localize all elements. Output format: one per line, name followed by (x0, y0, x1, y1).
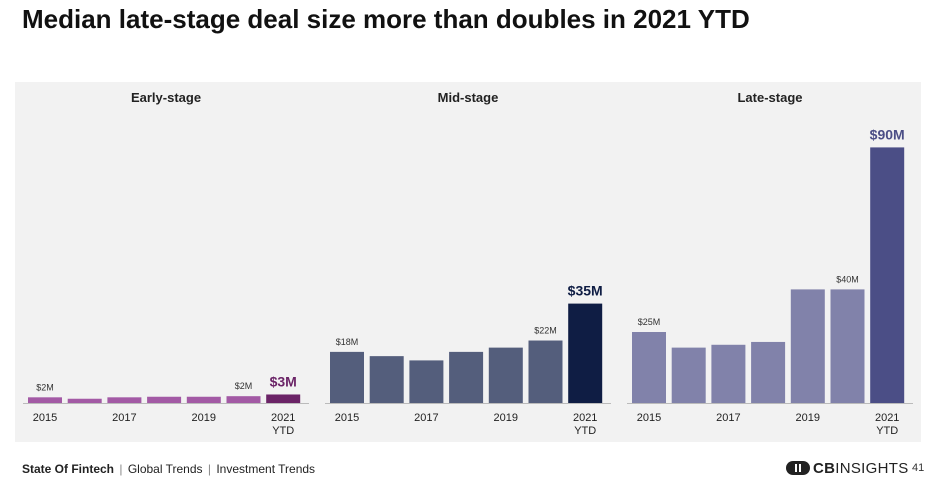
bar-early-stage-2020 (226, 396, 261, 403)
bar-mid-stage-2020 (528, 340, 563, 403)
value-label-late-stage-2015: $25M (638, 317, 661, 327)
value-label-mid-stage-2015: $18M (336, 337, 359, 347)
footer-brand: State Of Fintech (22, 462, 115, 476)
value-label-late-stage-2020: $40M (836, 274, 859, 284)
chart-late-stage: Late-stage $25M 2015 2017 2019 $40M $90M 2021YT… (619, 82, 921, 442)
footer-crumb-investment-trends: Investment Trends (216, 462, 316, 476)
bar-late-stage-2015 (632, 332, 666, 403)
bar-early-stage-2019 (186, 396, 221, 403)
bar-late-stage-2019 (790, 289, 825, 403)
bar-late-stage-2017 (711, 344, 746, 403)
footer-separator: | (204, 462, 215, 476)
tick-label-mid-stage-2015: 2015 (335, 412, 359, 424)
tick-label-mid-stage-2017: 2017 (414, 412, 438, 424)
tick-label-late-stage-2019: 2019 (796, 412, 820, 424)
tick-label-early-stage-2021-ytd-line2: YTD (272, 425, 294, 437)
tick-label-late-stage-2017: 2017 (716, 412, 740, 424)
bar-early-stage-2015 (28, 397, 62, 403)
tick-label-early-stage-2021-ytd: 2021 (271, 412, 295, 424)
chart-panel-late-stage: Late-stage $25M 2015 2017 2019 $40M $90M 2021 YT… (619, 82, 921, 442)
tick-label-mid-stage-2021-ytd: 2021 (573, 412, 597, 424)
tick-label-early-stage-2015: 2015 (33, 412, 57, 424)
tick-label-late-stage-2015: 2015 (637, 412, 661, 424)
bar-mid-stage-2015 (330, 351, 364, 403)
bar-early-stage-2016 (67, 398, 102, 403)
logo-text: CBINSIGHTS (813, 460, 909, 477)
page-title: Median late-stage deal size more than do… (22, 4, 750, 34)
bar-early-stage-2018 (147, 396, 182, 403)
tick-label-early-stage-2017: 2017 (112, 412, 136, 424)
footer-separator: | (116, 462, 126, 476)
bar-mid-stage-2017 (409, 360, 444, 403)
bar-mid-stage-2018 (449, 351, 484, 403)
bar-late-stage-2021-ytd (870, 147, 905, 403)
footer-crumb-global-trends: Global Trends (127, 462, 203, 476)
bar-late-stage-2016 (671, 347, 706, 403)
panel-background (15, 82, 317, 442)
tick-label-mid-stage-2021-ytd-line2: YTD (574, 425, 596, 437)
chart-panel-early-stage: Early-stage $2M 2015 2017 2019 $2M $3M 2021 YTD (15, 82, 317, 442)
bar-mid-stage-2021-ytd (568, 303, 603, 403)
cb-insights-logo: CBINSIGHTS (786, 459, 909, 477)
tick-label-early-stage-2019: 2019 (192, 412, 216, 424)
value-label-mid-stage-2020: $22M (534, 326, 557, 336)
bar-late-stage-2018 (751, 341, 786, 403)
value-label-early-stage-2021-ytd: $3M (270, 373, 297, 389)
bar-mid-stage-2019 (488, 347, 523, 403)
value-label-early-stage-2020: $2M (235, 381, 253, 391)
tick-label-late-stage-2021-ytd-line2: YTD (876, 425, 898, 437)
chart-title-early-stage: Early-stage (131, 90, 201, 105)
footer: State Of Fintech | Global Trends | Inves… (22, 462, 315, 476)
bar-early-stage-2017 (107, 397, 142, 403)
chart-panel-mid-stage: Mid-stage $18M 2015 2017 2019 $22M $35M 2021 YTD (317, 82, 619, 442)
value-label-early-stage-2015: $2M (36, 382, 54, 392)
chart-title-late-stage: Late-stage (737, 90, 802, 105)
bar-early-stage-2021-ytd (266, 394, 301, 403)
bar-mid-stage-2016 (369, 356, 404, 403)
value-label-mid-stage-2021-ytd: $35M (568, 283, 603, 299)
value-label-late-stage-2021-ytd: $90M (870, 126, 905, 142)
page-number: 41 (912, 462, 925, 474)
chart-title-mid-stage: Mid-stage (438, 90, 499, 105)
bar-late-stage-2020 (830, 289, 865, 403)
tick-label-mid-stage-2019: 2019 (494, 412, 518, 424)
logo-text-bold: CB (813, 459, 836, 477)
logo-text-regular: INSIGHTS (835, 459, 909, 477)
tick-label-late-stage-2021-ytd: 2021 (875, 412, 899, 424)
cb-insights-logo-icon (786, 461, 810, 475)
